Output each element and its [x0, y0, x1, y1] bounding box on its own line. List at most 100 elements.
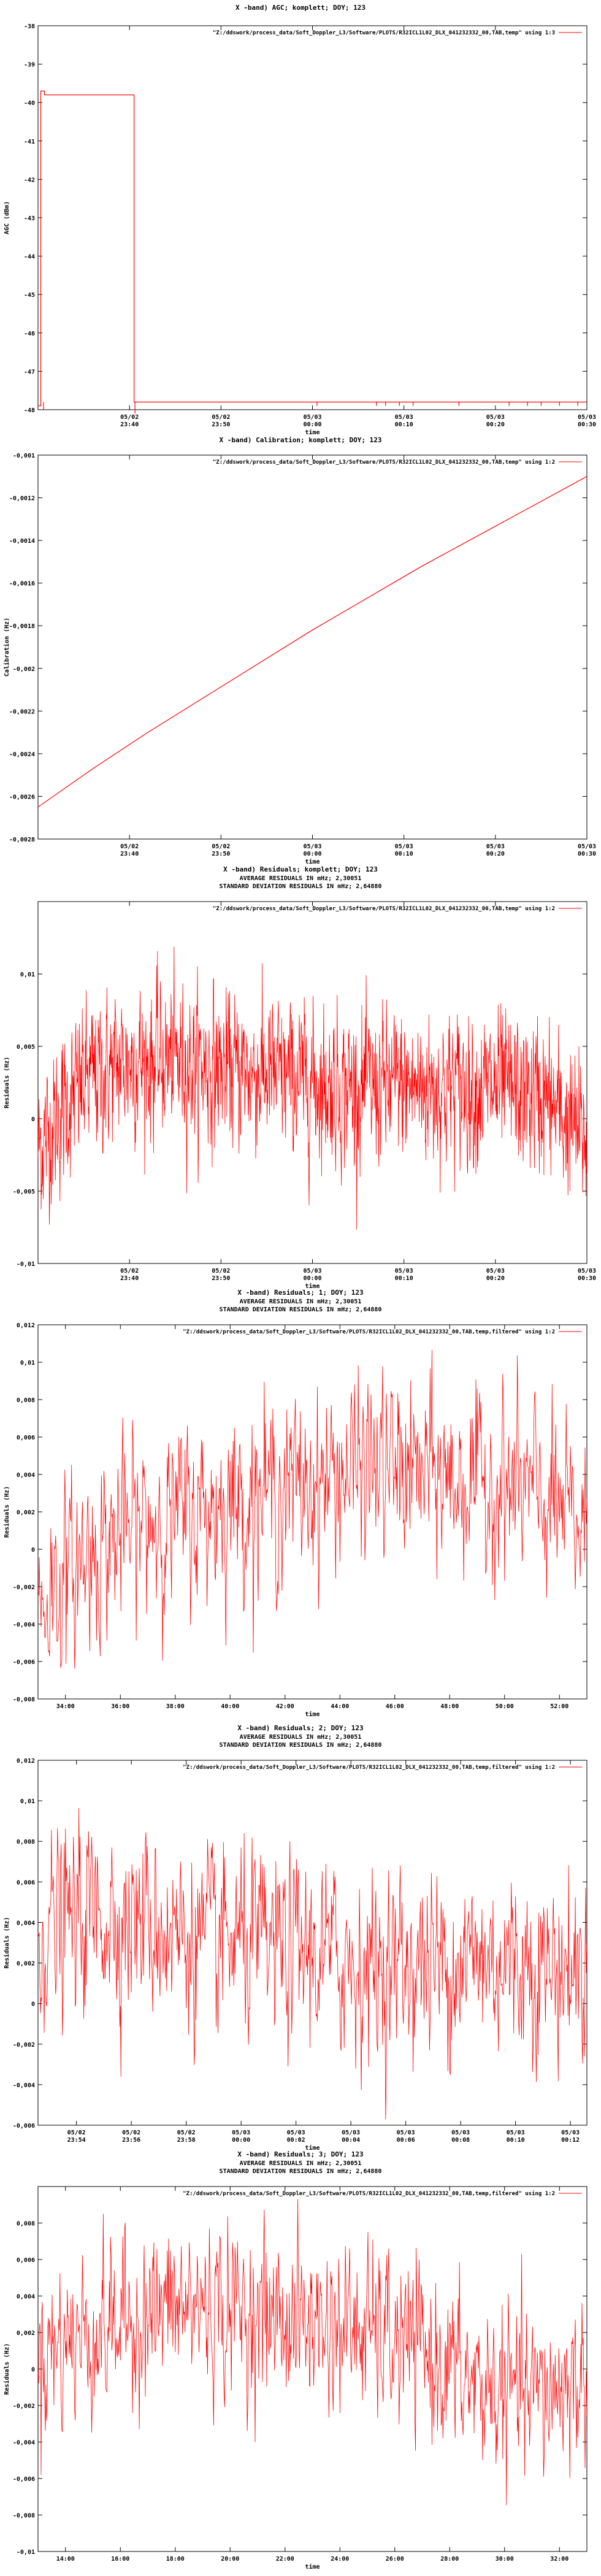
chart-subtitle: STANDARD DEVIATION RESIDUALS IN mHz; 2,6… — [220, 883, 382, 890]
y-tick-label: -43 — [24, 215, 35, 222]
x-tick-label: 05/03 — [342, 2129, 360, 2136]
x-tick-label: 00:00 — [303, 1275, 321, 1282]
x-tick-label: 05/02 — [212, 1268, 230, 1275]
y-tick-label: -48 — [24, 407, 35, 414]
y-axis-label: Residuals (Hz) — [3, 1486, 10, 1538]
x-tick-label: 00:20 — [486, 851, 505, 857]
y-tick-label: -0,0024 — [9, 751, 35, 758]
chart-panel-6: X -band) Residuals; 3; DOY; 123 AVERAGE R… — [3, 2150, 588, 2570]
y-axis-label: Residuals (Hz) — [3, 1057, 10, 1108]
y-tick-label: 0,01 — [20, 1798, 35, 1805]
chart-panel-2: X -band) Calibration; komplett; DOY; 123… — [3, 436, 596, 865]
x-tick-label: 48:00 — [440, 1703, 459, 1710]
chart-subtitle: STANDARD DEVIATION RESIDUALS IN mHz; 2,6… — [220, 1306, 382, 1313]
x-tick-label: 05/03 — [561, 2129, 580, 2136]
legend-label: "Z:/ddswork/process_data/Soft_Doppler_L3… — [183, 1328, 555, 1335]
chart-subtitle: AVERAGE RESIDUALS IN mHz; 2,30051 — [240, 1298, 362, 1305]
y-tick-label: -44 — [24, 254, 35, 261]
x-tick-label: 05/03 — [232, 2129, 250, 2136]
x-tick-label: 23:40 — [120, 851, 139, 857]
x-tick-label: 05/03 — [395, 843, 413, 850]
series-line — [38, 90, 587, 407]
x-tick-label: 23:40 — [120, 421, 139, 428]
chart-title: X -band) Residuals; komplett; DOY; 123 — [223, 865, 378, 873]
x-tick-label: 00:30 — [578, 421, 596, 428]
x-axis-label: time — [305, 858, 320, 865]
y-tick-label: 0,005 — [17, 1044, 35, 1051]
y-tick-label: 0 — [31, 1547, 35, 1554]
x-tick-label: 00:10 — [507, 2137, 525, 2144]
x-axis-label: time — [305, 2144, 320, 2152]
y-tick-label: 0,012 — [17, 1322, 35, 1329]
x-tick-label: 00:06 — [397, 2137, 415, 2144]
x-tick-label: 26:00 — [386, 2556, 404, 2563]
y-tick-label: -41 — [24, 139, 35, 145]
x-tick-label: 05/03 — [578, 843, 596, 850]
y-tick-label: 0,004 — [17, 2294, 35, 2301]
x-tick-label: 00:02 — [287, 2137, 305, 2144]
y-tick-label: 0,006 — [17, 1879, 35, 1886]
x-tick-label: 42:00 — [276, 1703, 294, 1710]
y-tick-label: 0,002 — [17, 1509, 35, 1516]
x-tick-label: 05/02 — [212, 414, 230, 421]
chart-subtitle: STANDARD DEVIATION RESIDUALS IN mHz; 2,6… — [220, 2168, 382, 2175]
y-tick-label: -0,008 — [13, 1696, 35, 1703]
legend-label: "Z:/ddswork/process_data/Soft_Doppler_L3… — [183, 2190, 555, 2197]
y-tick-label: 0,012 — [17, 1758, 35, 1765]
x-tick-label: 14:00 — [56, 2556, 75, 2563]
y-tick-label: -0,0016 — [9, 581, 35, 588]
x-tick-label: 05/03 — [395, 1268, 413, 1275]
legend-label: "Z:/ddswork/process_data/Soft_Doppler_L3… — [213, 459, 555, 466]
y-tick-label: 0,004 — [17, 1472, 35, 1479]
y-tick-label: 0,01 — [20, 972, 35, 978]
y-tick-label: 0 — [31, 2367, 35, 2374]
x-tick-label: 23:40 — [120, 1275, 139, 1282]
y-tick-label: -0,0018 — [9, 623, 35, 630]
y-tick-label: -0,006 — [13, 2123, 35, 2129]
y-tick-label: -0,0026 — [9, 794, 35, 800]
chart-subtitle: AVERAGE RESIDUALS IN mHz; 2,30051 — [240, 875, 362, 882]
series-line — [38, 946, 587, 1230]
y-tick-label: -0,008 — [13, 2513, 35, 2520]
x-tick-label: 05/03 — [578, 414, 596, 421]
y-tick-label: 0,01 — [20, 1360, 35, 1367]
x-tick-label: 05/03 — [507, 2129, 525, 2136]
chart-title: X -band) Residuals; 3; DOY; 123 — [237, 2150, 363, 2158]
y-tick-label: 0,008 — [17, 1397, 35, 1404]
legend-label: "Z:/ddswork/process_data/Soft_Doppler_L3… — [213, 905, 555, 912]
chart-panel-1: X -band) AGC; komplett; DOY; 123 -38 -39 -4… — [4, 4, 596, 436]
y-tick-label: -0,005 — [13, 1189, 35, 1195]
x-tick-label: 05/03 — [578, 1268, 596, 1275]
series-line — [38, 1349, 587, 1669]
y-tick-label: -0,0012 — [9, 496, 35, 502]
plot-frame — [37, 454, 588, 840]
x-tick-label: 30:00 — [496, 2556, 514, 2563]
y-tick-label: -39 — [24, 62, 35, 69]
x-tick-label: 05/02 — [177, 2129, 196, 2136]
y-tick-label: -46 — [24, 331, 35, 337]
x-tick-label: 00:10 — [395, 851, 413, 857]
x-tick-label: 00:20 — [486, 421, 505, 428]
x-tick-label: 52:00 — [550, 1703, 568, 1710]
series-line — [38, 476, 587, 808]
x-tick-label: 05/02 — [120, 414, 139, 421]
y-tick-label: -0,004 — [13, 2082, 35, 2089]
x-tick-label: 05/02 — [122, 2129, 140, 2136]
y-tick-label: 0,008 — [17, 1839, 35, 1846]
y-tick-label: 0 — [31, 2001, 35, 2008]
y-tick-label: -38 — [24, 23, 35, 30]
x-tick-label: 23:50 — [212, 1275, 230, 1282]
x-tick-label: 46:00 — [386, 1703, 404, 1710]
x-tick-label: 00:20 — [486, 1275, 505, 1282]
x-tick-label: 05/03 — [303, 843, 321, 850]
x-tick-label: 05/03 — [451, 2129, 470, 2136]
y-tick-label: -0,01 — [17, 2549, 35, 2556]
chart-subtitle: AVERAGE RESIDUALS IN mHz; 2,30051 — [240, 1734, 362, 1741]
x-tick-label: 34:00 — [56, 1703, 75, 1710]
x-tick-label: 23:56 — [122, 2137, 140, 2144]
y-tick-label: -0,006 — [13, 2476, 35, 2483]
x-tick-label: 00:00 — [303, 851, 321, 857]
chart-title: X -band) AGC; komplett; DOY; 123 — [235, 4, 366, 12]
legend-label: "Z:/ddswork/process_data/Soft_Doppler_L3… — [183, 1764, 555, 1771]
